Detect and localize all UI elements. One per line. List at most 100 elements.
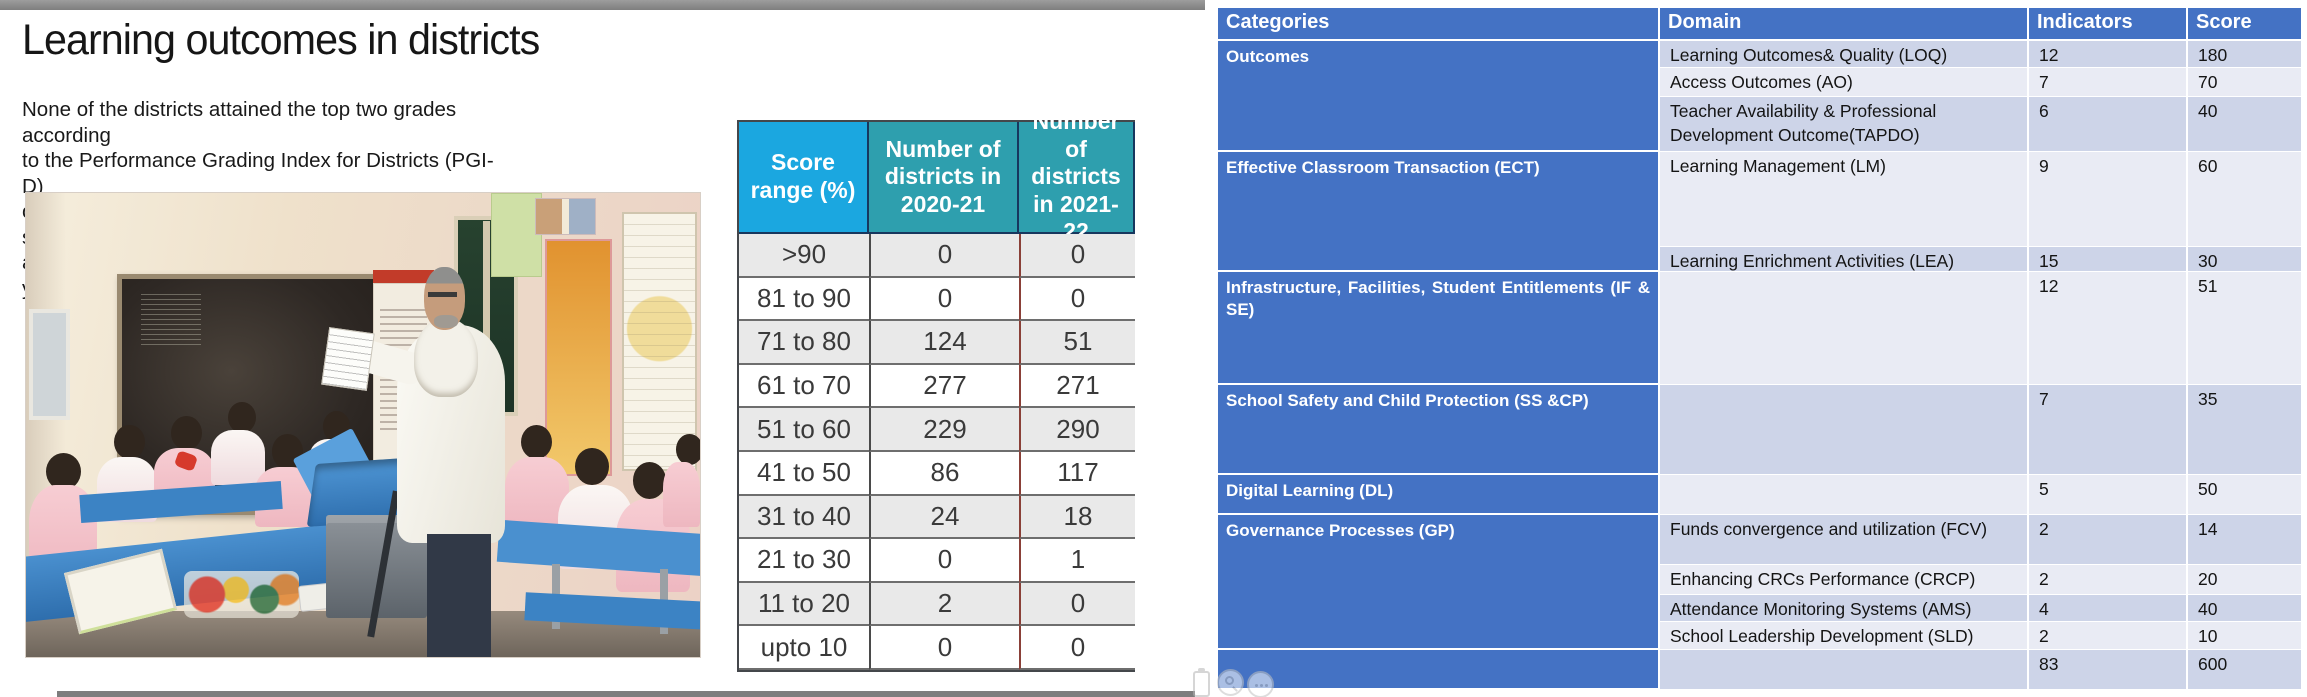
window-bar bbox=[482, 220, 490, 407]
table-cell: 0 bbox=[869, 539, 1019, 583]
indicators-cell: 9 bbox=[2029, 152, 2188, 247]
category-cell: Effective Classroom Transaction (ECT) bbox=[1218, 152, 1660, 272]
score-cell: 40 bbox=[2188, 97, 2303, 152]
indicators-cell: 2 bbox=[2029, 515, 2188, 565]
indicators-cell: 15 bbox=[2029, 247, 2188, 272]
wall-mirror bbox=[29, 309, 70, 421]
table-cell: 21 to 30 bbox=[739, 539, 869, 583]
table-cell: 31 to 40 bbox=[739, 495, 869, 540]
score-cell: 30 bbox=[2188, 247, 2303, 272]
domain-cell: Attendance Monitoring Systems (AMS) bbox=[1660, 595, 2029, 622]
category-cell: Governance Processes (GP) bbox=[1218, 515, 1660, 650]
table-cell: 24 bbox=[869, 495, 1019, 540]
table-cell: 0 bbox=[1019, 234, 1135, 278]
column-header: Categories bbox=[1218, 8, 1660, 41]
domain-cell bbox=[1660, 272, 2029, 385]
learning-materials bbox=[184, 571, 299, 618]
student bbox=[211, 429, 266, 486]
score-cell: 10 bbox=[2188, 622, 2303, 650]
total-score-cell: 600 bbox=[2188, 650, 2303, 690]
pgi-categories-table: Categories Domain Indicators Score Outco… bbox=[1218, 8, 2303, 690]
score-cell: 50 bbox=[2188, 475, 2303, 515]
score-cell: 20 bbox=[2188, 565, 2303, 595]
page-separator-bottom bbox=[57, 691, 1195, 697]
domain-cell: Learning Management (LM) bbox=[1660, 152, 2029, 247]
student-head bbox=[170, 415, 202, 451]
table-cell: 290 bbox=[1019, 408, 1135, 452]
indicators-cell: 12 bbox=[2029, 272, 2188, 385]
student-head bbox=[113, 425, 145, 460]
table-cell: 229 bbox=[869, 408, 1019, 452]
column-header: Indicators bbox=[2029, 8, 2188, 41]
table-cell: 51 bbox=[1019, 321, 1135, 365]
student-head bbox=[632, 462, 667, 500]
table-cell: 61 to 70 bbox=[739, 364, 869, 409]
total-indicators-cell: 83 bbox=[2029, 650, 2188, 690]
page-title: Learning outcomes in districts bbox=[22, 16, 540, 64]
teacher-book bbox=[320, 326, 375, 391]
table-cell: 0 bbox=[1019, 277, 1135, 322]
table-cell: 81 to 90 bbox=[739, 277, 869, 322]
domain-cell: Teacher Availability & Professional Deve… bbox=[1660, 97, 2029, 152]
indicators-cell: 4 bbox=[2029, 595, 2188, 622]
table-cell: 124 bbox=[869, 321, 1019, 365]
table-cell: 0 bbox=[1019, 626, 1135, 670]
score-cell: 60 bbox=[2188, 152, 2303, 247]
domain-cell: Learning Enrichment Activities (LEA) bbox=[1660, 247, 2029, 272]
indicators-cell: 7 bbox=[2029, 385, 2188, 475]
student bbox=[504, 457, 569, 532]
table-cell: 2 bbox=[869, 582, 1019, 627]
magnifier-icon[interactable] bbox=[1217, 669, 1244, 696]
table-cell: 51 to 60 bbox=[739, 408, 869, 452]
teacher-scarf bbox=[413, 318, 478, 398]
table-cell: 0 bbox=[869, 626, 1019, 670]
page-separator-top bbox=[0, 0, 1205, 10]
classroom-photo bbox=[25, 192, 701, 658]
paragraph-line: None of the districts attained the top t… bbox=[22, 98, 457, 147]
dot bbox=[1265, 684, 1268, 687]
column-header: Number of districts in 2020-21 bbox=[869, 122, 1019, 234]
student-head bbox=[521, 425, 553, 460]
student-head bbox=[575, 448, 609, 486]
student bbox=[662, 462, 700, 528]
category-cell: School Safety and Child Protection (SS &… bbox=[1218, 385, 1660, 475]
category-cell bbox=[1218, 650, 1660, 690]
domain-cell bbox=[1660, 650, 2029, 690]
teacher-beard bbox=[433, 314, 459, 329]
indicators-cell: 5 bbox=[2029, 475, 2188, 515]
indicators-cell: 12 bbox=[2029, 41, 2188, 68]
table-cell: 71 to 80 bbox=[739, 321, 869, 365]
domain-cell: Funds convergence and utilization (FCV) bbox=[1660, 515, 2029, 565]
table-cell: >90 bbox=[739, 234, 869, 278]
chalk-writing bbox=[140, 290, 202, 347]
table-cell: 277 bbox=[869, 364, 1019, 409]
more-options-icon[interactable] bbox=[1247, 671, 1274, 697]
table-cell: 0 bbox=[869, 277, 1019, 322]
table-cell: 1 bbox=[1019, 539, 1135, 583]
score-cell: 14 bbox=[2188, 515, 2303, 565]
score-cell: 35 bbox=[2188, 385, 2303, 475]
magnifier-glass bbox=[1225, 676, 1234, 685]
score-cell: 180 bbox=[2188, 41, 2303, 68]
student-head bbox=[676, 434, 700, 465]
poster-green bbox=[491, 193, 542, 277]
column-header: Domain bbox=[1660, 8, 2029, 41]
score-cell: 51 bbox=[2188, 272, 2303, 385]
table-cell: 41 to 50 bbox=[739, 451, 869, 496]
domain-cell bbox=[1660, 475, 2029, 515]
indicators-cell: 6 bbox=[2029, 97, 2188, 152]
column-header: Score bbox=[2188, 8, 2303, 41]
table-cell: 271 bbox=[1019, 364, 1135, 409]
table-cell: 18 bbox=[1019, 495, 1135, 540]
category-cell: Outcomes bbox=[1218, 41, 1660, 152]
score-cell: 40 bbox=[2188, 595, 2303, 622]
paragraph-line: to the Performance Grading Index for Dis… bbox=[22, 149, 494, 198]
poster-orange bbox=[544, 239, 613, 477]
copy-icon[interactable] bbox=[1193, 668, 1210, 697]
table-cell: 117 bbox=[1019, 451, 1135, 496]
table-cell: 0 bbox=[869, 234, 1019, 278]
category-cell: Infrastructure, Facilities, Student Enti… bbox=[1218, 272, 1660, 385]
teacher-glasses bbox=[427, 291, 458, 297]
indicators-cell: 2 bbox=[2029, 622, 2188, 650]
score-range-table: Score range (%) Number of districts in 2… bbox=[737, 108, 1135, 672]
